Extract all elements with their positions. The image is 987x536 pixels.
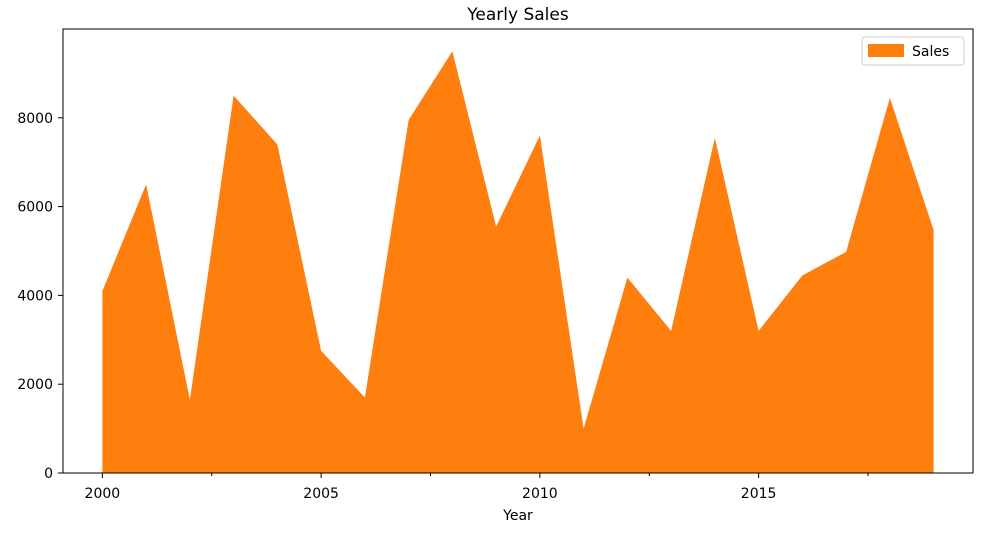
y-tick-label: 4000 bbox=[17, 288, 53, 304]
y-tick-label: 6000 bbox=[17, 200, 53, 216]
legend-label-sales: Sales bbox=[912, 44, 949, 60]
x-tick-label: 2015 bbox=[741, 486, 777, 502]
y-tick-label: 0 bbox=[44, 466, 53, 482]
y-tick-label: 2000 bbox=[17, 377, 53, 393]
x-tick-label: 2000 bbox=[85, 486, 121, 502]
y-tick-label: 8000 bbox=[17, 111, 53, 127]
axes-layer: 2000 2005 2010 2015 0 2000 4000 6000 8000 bbox=[17, 28, 974, 502]
area-series-sales bbox=[102, 51, 934, 473]
legend-swatch-sales bbox=[868, 44, 904, 57]
chart-title: Yearly Sales bbox=[466, 5, 569, 25]
plot-frame bbox=[62, 28, 974, 474]
x-tick-label: 2005 bbox=[303, 486, 339, 502]
plot-layer bbox=[102, 51, 934, 473]
legend: Sales bbox=[861, 36, 965, 66]
x-tick-label: 2010 bbox=[522, 486, 558, 502]
x-axis-label: Year bbox=[502, 508, 533, 524]
